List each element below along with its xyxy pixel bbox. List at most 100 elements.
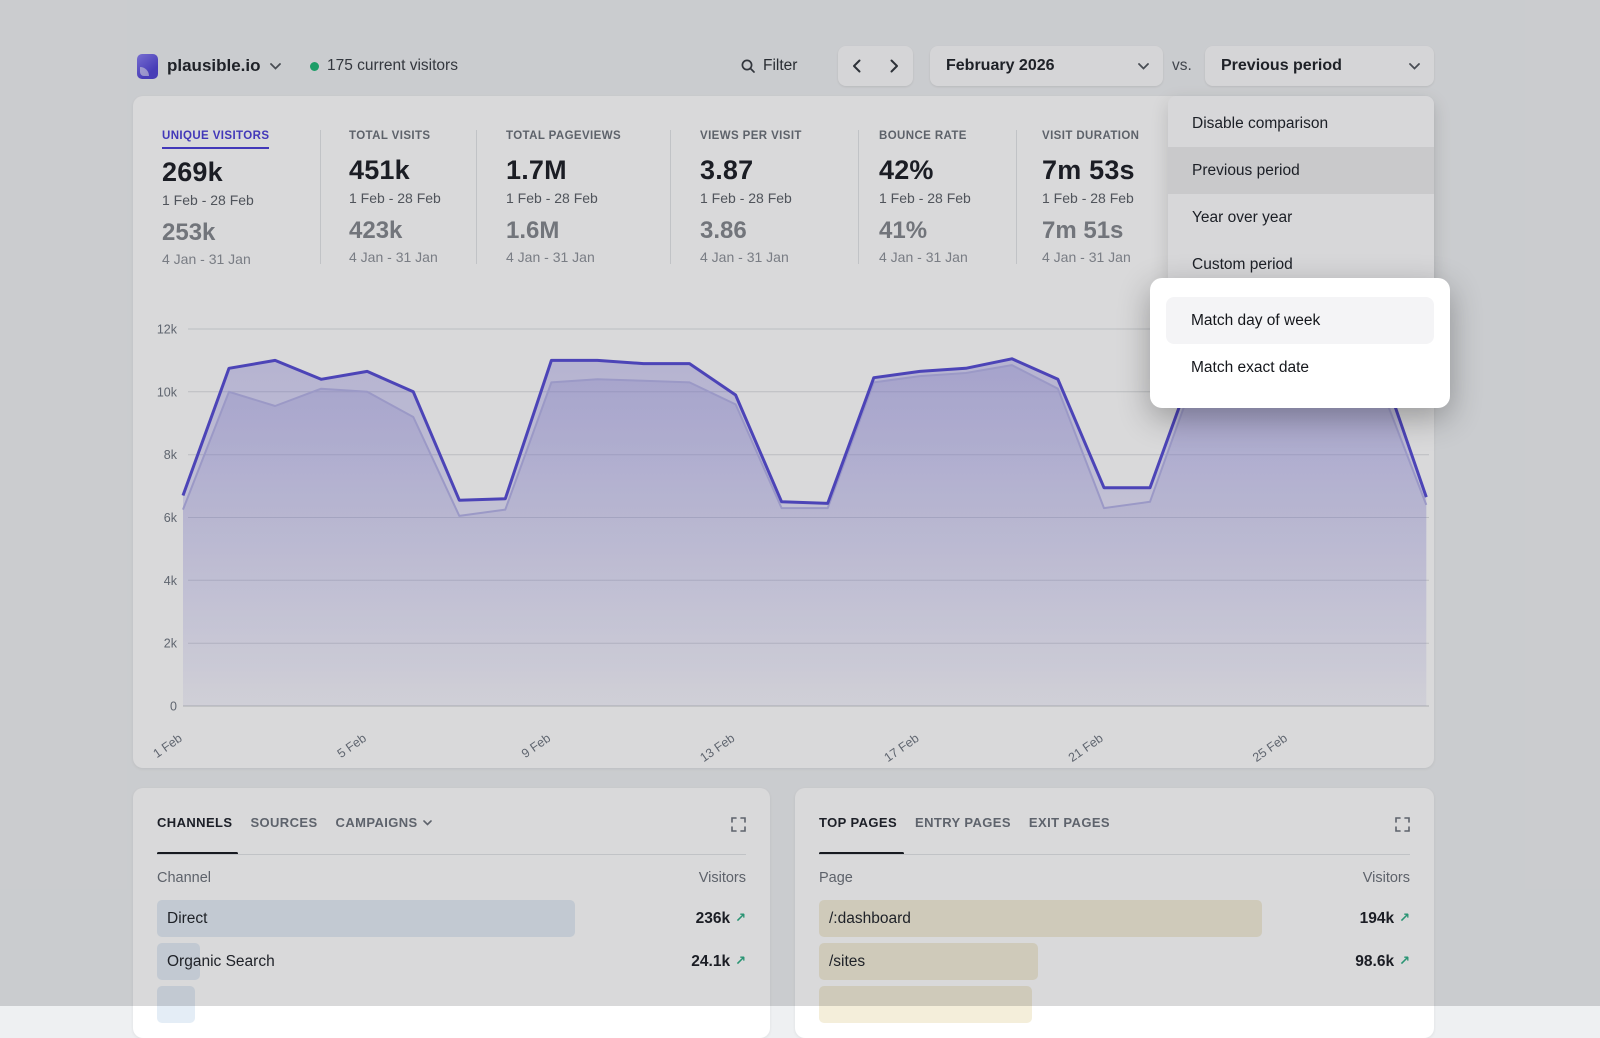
svg-text:21 Feb: 21 Feb — [1066, 731, 1106, 764]
metric-unique-visitors[interactable]: UNIQUE VISITORS 269k 1 Feb - 28 Feb 253k… — [162, 126, 269, 267]
metric-prev-range: 4 Jan - 31 Jan — [506, 249, 621, 265]
top-bar: plausible.io 175 current visitors Filter… — [0, 46, 1600, 86]
row-bar — [819, 986, 1032, 1023]
metric-divider — [670, 130, 671, 264]
current-visitors[interactable]: 175 current visitors — [310, 46, 458, 86]
filter-button[interactable]: Filter — [740, 46, 797, 86]
metric-divider — [476, 130, 477, 264]
metric-total-pageviews[interactable]: TOTAL PAGEVIEWS 1.7M 1 Feb - 28 Feb 1.6M… — [506, 126, 621, 265]
metric-range: 1 Feb - 28 Feb — [700, 190, 802, 206]
svg-text:4k: 4k — [164, 574, 178, 588]
svg-text:1 Feb: 1 Feb — [151, 731, 185, 761]
chevron-down-icon — [270, 63, 281, 70]
vs-label: vs. — [1172, 57, 1192, 75]
svg-text:5 Feb: 5 Feb — [335, 731, 369, 761]
fullscreen-icon[interactable] — [1395, 817, 1410, 832]
row-value-text: 24.1k — [691, 953, 730, 971]
metric-value: 269k — [162, 157, 269, 188]
metric-divider — [320, 130, 321, 264]
metric-prev-range: 4 Jan - 31 Jan — [349, 249, 441, 265]
row-label: /sites — [829, 943, 865, 980]
trend-up-icon: ↗ — [1399, 954, 1410, 969]
pages-tabs: TOP PAGES ENTRY PAGES EXIT PAGES — [819, 815, 1110, 830]
row-label: Organic Search — [167, 943, 275, 980]
metric-range: 1 Feb - 28 Feb — [1042, 190, 1139, 206]
table-row[interactable] — [819, 986, 1410, 1023]
current-visitors-label: 175 current visitors — [327, 57, 458, 75]
metric-label: UNIQUE VISITORS — [162, 130, 269, 149]
metric-label: VISIT DURATION — [1042, 130, 1139, 147]
metric-visit-duration[interactable]: VISIT DURATION 7m 53s 1 Feb - 28 Feb 7m … — [1042, 126, 1139, 265]
menu-item-previous-period[interactable]: Previous period — [1168, 147, 1434, 194]
tab-channels[interactable]: CHANNELS — [157, 815, 232, 830]
metric-value: 1.7M — [506, 155, 621, 186]
chevron-down-icon — [423, 820, 432, 826]
tab-campaigns-label: CAMPAIGNS — [336, 815, 418, 830]
metric-bounce-rate[interactable]: BOUNCE RATE 42% 1 Feb - 28 Feb 41% 4 Jan… — [879, 126, 971, 265]
metric-label: BOUNCE RATE — [879, 130, 967, 147]
svg-text:13 Feb: 13 Feb — [697, 731, 737, 764]
svg-text:6k: 6k — [164, 511, 178, 525]
metric-value: 451k — [349, 155, 441, 186]
prev-period-arrow-icon[interactable] — [852, 59, 861, 73]
tab-campaigns[interactable]: CAMPAIGNS — [336, 815, 432, 830]
menu-item-year-over-year[interactable]: Year over year — [1168, 194, 1434, 241]
table-header: Channel Visitors — [157, 870, 746, 886]
tab-exit-pages[interactable]: EXIT PAGES — [1029, 815, 1110, 830]
tab-entry-pages[interactable]: ENTRY PAGES — [915, 815, 1011, 830]
metric-prev-value: 41% — [879, 217, 971, 245]
metric-prev-value: 253k — [162, 219, 269, 247]
svg-text:9 Feb: 9 Feb — [519, 731, 553, 761]
site-name: plausible.io — [167, 56, 261, 76]
metric-divider — [1016, 130, 1017, 264]
next-period-arrow-icon[interactable] — [890, 59, 899, 73]
comparison-picker[interactable]: Previous period — [1205, 46, 1434, 86]
chevron-down-icon — [1138, 63, 1149, 70]
metric-divider — [858, 130, 859, 264]
row-value: 194k↗ — [1360, 900, 1410, 937]
svg-text:8k: 8k — [164, 448, 178, 462]
metric-value: 3.87 — [700, 155, 802, 186]
table-row[interactable]: /:dashboard 194k↗ — [819, 900, 1410, 937]
menu-item-match-exact-date[interactable]: Match exact date — [1166, 344, 1434, 391]
menu-item-match-day-of-week[interactable]: Match day of week — [1166, 297, 1434, 344]
row-label: Direct — [167, 900, 207, 937]
table-row[interactable]: Direct 236k ↗ — [157, 900, 746, 937]
metric-value: 42% — [879, 155, 971, 186]
pages-panel: TOP PAGES ENTRY PAGES EXIT PAGES Page Vi… — [795, 788, 1434, 1038]
metric-label: TOTAL PAGEVIEWS — [506, 130, 621, 147]
fullscreen-icon[interactable] — [731, 817, 746, 832]
search-icon — [740, 58, 756, 74]
trend-up-icon: ↗ — [735, 911, 746, 926]
table-row[interactable]: Organic Search 24.1k↗ — [157, 943, 746, 980]
table-row[interactable]: /sites 98.6k ↗ — [819, 943, 1410, 980]
row-value-text: 236k — [696, 910, 730, 928]
metric-prev-range: 4 Jan - 31 Jan — [879, 249, 971, 265]
metric-prev-range: 4 Jan - 31 Jan — [1042, 249, 1139, 265]
menu-item-disable-comparison[interactable]: Disable comparison — [1168, 100, 1434, 147]
tab-top-pages[interactable]: TOP PAGES — [819, 815, 897, 830]
metric-views-per-visit[interactable]: VIEWS PER VISIT 3.87 1 Feb - 28 Feb 3.86… — [700, 126, 802, 265]
date-range-picker[interactable]: February 2026 — [930, 46, 1163, 86]
tab-sources[interactable]: SOURCES — [250, 815, 317, 830]
row-label: /:dashboard — [829, 900, 911, 937]
svg-text:2k: 2k — [164, 637, 178, 651]
date-range-label: February 2026 — [946, 57, 1055, 75]
row-value-text: 98.6k — [1355, 953, 1394, 971]
row-bar — [157, 986, 195, 1023]
metric-total-visits[interactable]: TOTAL VISITS 451k 1 Feb - 28 Feb 423k 4 … — [349, 126, 441, 265]
filter-label: Filter — [763, 57, 797, 75]
table-row[interactable] — [157, 986, 746, 1023]
comparison-dropdown-menu: Disable comparison Previous period Year … — [1168, 96, 1434, 292]
chevron-down-icon — [1409, 63, 1420, 70]
row-bar — [157, 900, 575, 937]
metric-prev-value: 1.6M — [506, 217, 621, 245]
site-switcher[interactable]: plausible.io — [137, 46, 281, 86]
column-channel: Channel — [157, 870, 211, 886]
table-header: Page Visitors — [819, 870, 1410, 886]
metric-value: 7m 53s — [1042, 155, 1139, 186]
metric-range: 1 Feb - 28 Feb — [162, 192, 269, 208]
metric-range: 1 Feb - 28 Feb — [506, 190, 621, 206]
svg-text:12k: 12k — [157, 323, 178, 337]
svg-text:17 Feb: 17 Feb — [882, 731, 922, 764]
